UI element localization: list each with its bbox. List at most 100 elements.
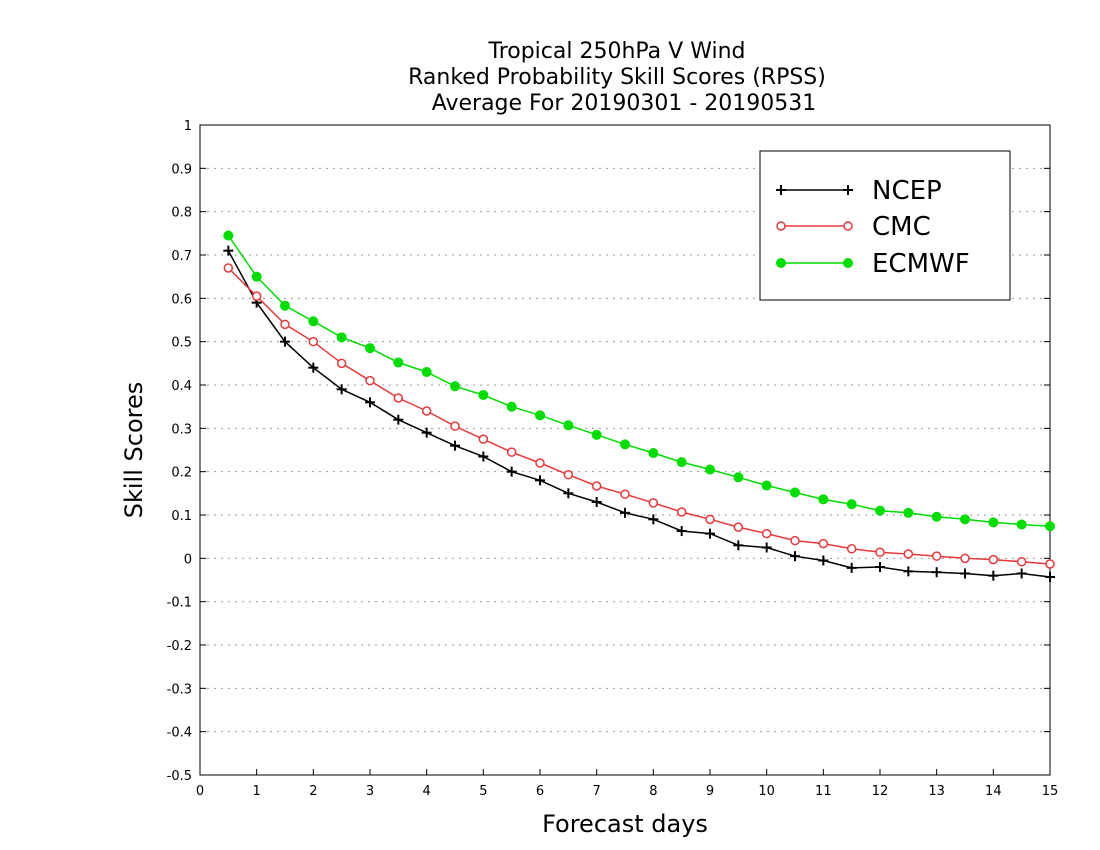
data-point-ecmwf	[960, 514, 970, 525]
data-point-ncep	[478, 451, 489, 462]
y-tick-label: 0.3	[171, 422, 192, 437]
x-tick-label: 12	[872, 784, 889, 799]
title-line-1: Tropical 250hPa V Wind	[487, 39, 745, 64]
legend-label-ecmwf: ECMWF	[872, 249, 970, 279]
y-tick-label: 0.7	[171, 249, 192, 264]
data-point-ecmwf	[365, 343, 375, 354]
data-point-ncep	[733, 540, 744, 551]
legend-marker	[776, 258, 786, 268]
data-point-cmc	[393, 393, 404, 403]
data-point-ecmwf	[818, 494, 829, 505]
data-point-ncep	[648, 514, 659, 525]
data-point-ecmwf	[733, 472, 744, 483]
data-point-ecmwf	[506, 401, 517, 412]
y-tick-label: -0.3	[167, 682, 192, 697]
data-point-cmc	[790, 535, 800, 546]
data-point-cmc	[535, 458, 545, 468]
data-point-ncep	[1016, 568, 1027, 579]
data-point-ecmwf	[875, 505, 885, 516]
data-point-cmc	[988, 554, 999, 565]
data-point-cmc	[931, 551, 942, 561]
series-ncep	[223, 245, 1055, 582]
data-point-ncep	[591, 497, 602, 507]
data-point-ecmwf	[1016, 519, 1027, 530]
y-tick-label: 1	[184, 119, 192, 134]
data-point-ncep	[336, 384, 347, 395]
data-point-ecmwf	[846, 499, 857, 510]
data-point-ecmwf	[450, 381, 460, 392]
data-point-ncep	[365, 397, 375, 408]
x-tick-label: 9	[706, 784, 714, 799]
data-point-cmc	[308, 336, 319, 347]
legend-marker	[843, 185, 853, 195]
y-tick-label: 0.2	[171, 466, 192, 481]
data-point-ecmwf	[393, 357, 404, 368]
data-point-ecmwf	[535, 410, 545, 421]
data-point-cmc	[251, 291, 262, 301]
data-point-ncep	[563, 488, 574, 499]
x-axis-ticks: 0 1 2 3 4 5 6 7 8 9 10 11 12 13 14 15	[196, 769, 1058, 799]
x-tick-label: 11	[815, 784, 832, 799]
data-point-ecmwf	[1045, 521, 1055, 532]
x-tick-label: 14	[985, 784, 1002, 799]
legend-item-ncep: NCEP	[776, 176, 942, 206]
axes	[199, 124, 1051, 776]
data-point-cmc	[591, 481, 602, 491]
y-tick-label: -0.2	[167, 639, 192, 654]
data-point-cmc	[705, 514, 715, 525]
series-layer	[223, 230, 1055, 582]
data-point-ecmwf	[308, 316, 319, 327]
data-point-cmc	[223, 263, 234, 273]
data-point-ecmwf	[705, 464, 715, 475]
data-point-ncep	[280, 336, 290, 347]
y-axis-label: Skill Scores	[120, 382, 148, 519]
data-point-ecmwf	[478, 389, 489, 400]
data-point-ncep	[535, 475, 545, 486]
x-tick-label: 15	[1042, 784, 1059, 799]
data-point-ecmwf	[903, 507, 914, 518]
x-axis-label: Forecast days	[542, 810, 708, 838]
legend-marker	[776, 221, 786, 231]
y-tick-label: 0.1	[171, 509, 192, 524]
data-point-cmc	[733, 522, 744, 532]
y-tick-label: 0.9	[171, 162, 192, 177]
title-line-2: Ranked Probability Skill Scores (RPSS)	[408, 65, 826, 90]
chart-title: Tropical 250hPa V Wind Ranked Probabilit…	[408, 39, 826, 116]
legend-label-ncep: NCEP	[872, 176, 942, 206]
data-point-ncep	[931, 567, 942, 578]
data-point-cmc	[365, 375, 375, 386]
data-point-ncep	[846, 562, 857, 573]
data-point-ecmwf	[563, 420, 574, 431]
plot-frame	[199, 124, 1051, 776]
x-tick-label: 1	[253, 784, 261, 799]
data-point-cmc	[648, 498, 659, 508]
data-point-ecmwf	[648, 448, 659, 459]
data-point-ncep	[421, 427, 432, 438]
x-tick-label: 13	[928, 784, 945, 799]
y-tick-label: 0.6	[171, 292, 192, 307]
data-point-cmc	[1045, 559, 1055, 569]
data-point-cmc	[903, 549, 914, 559]
data-point-ncep	[818, 555, 829, 566]
series-ecmwf	[223, 230, 1055, 532]
data-point-cmc	[336, 358, 347, 369]
x-tick-label: 5	[479, 784, 487, 799]
data-point-cmc	[676, 507, 687, 517]
data-point-ncep	[676, 526, 687, 537]
data-point-cmc	[450, 421, 460, 431]
data-point-ecmwf	[790, 487, 800, 498]
data-point-cmc	[620, 489, 630, 499]
data-point-cmc	[563, 469, 574, 480]
data-point-ncep	[308, 362, 319, 373]
data-point-cmc	[280, 319, 290, 330]
data-point-ncep	[223, 245, 234, 256]
legend-marker	[843, 221, 853, 231]
y-tick-label: 0.4	[171, 379, 192, 394]
y-tick-label: -0.4	[167, 726, 192, 741]
x-tick-label: 3	[366, 784, 374, 799]
x-tick-label: 7	[593, 784, 601, 799]
x-tick-label: 4	[423, 784, 431, 799]
data-point-ecmwf	[761, 480, 772, 491]
data-point-cmc	[421, 406, 432, 416]
